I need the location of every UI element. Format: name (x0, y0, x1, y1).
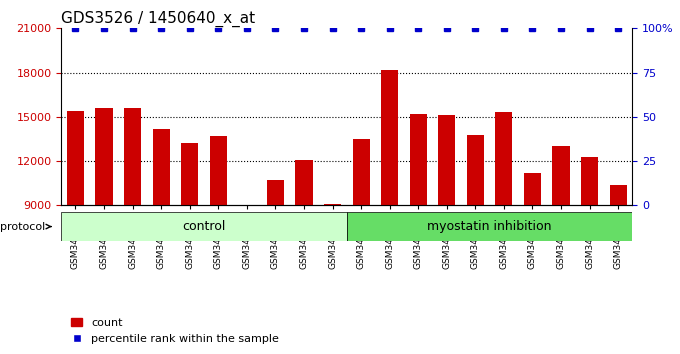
Bar (124, 108, 141, 338)
Bar (609, 185, 627, 338)
Bar (295, 160, 313, 338)
Bar (238, 205, 256, 338)
Bar (67, 111, 84, 338)
Text: GDS3526 / 1450640_x_at: GDS3526 / 1450640_x_at (61, 11, 255, 27)
FancyBboxPatch shape (347, 212, 632, 241)
Bar (552, 146, 570, 338)
Bar (438, 115, 456, 338)
Bar (581, 156, 598, 338)
Bar (352, 139, 370, 338)
Bar (95, 108, 113, 338)
Text: control: control (182, 220, 226, 233)
Bar (381, 70, 398, 338)
Bar (409, 114, 427, 338)
Legend: count, percentile rank within the sample: count, percentile rank within the sample (67, 314, 284, 348)
Text: myostatin inhibition: myostatin inhibition (427, 220, 552, 233)
Bar (181, 143, 199, 338)
Bar (495, 113, 513, 338)
Bar (324, 204, 341, 338)
Bar (152, 129, 170, 338)
Bar (209, 136, 227, 338)
Bar (524, 173, 541, 338)
FancyBboxPatch shape (61, 212, 347, 241)
Bar (267, 180, 284, 338)
Bar (466, 135, 484, 338)
Text: protocol: protocol (0, 222, 51, 232)
